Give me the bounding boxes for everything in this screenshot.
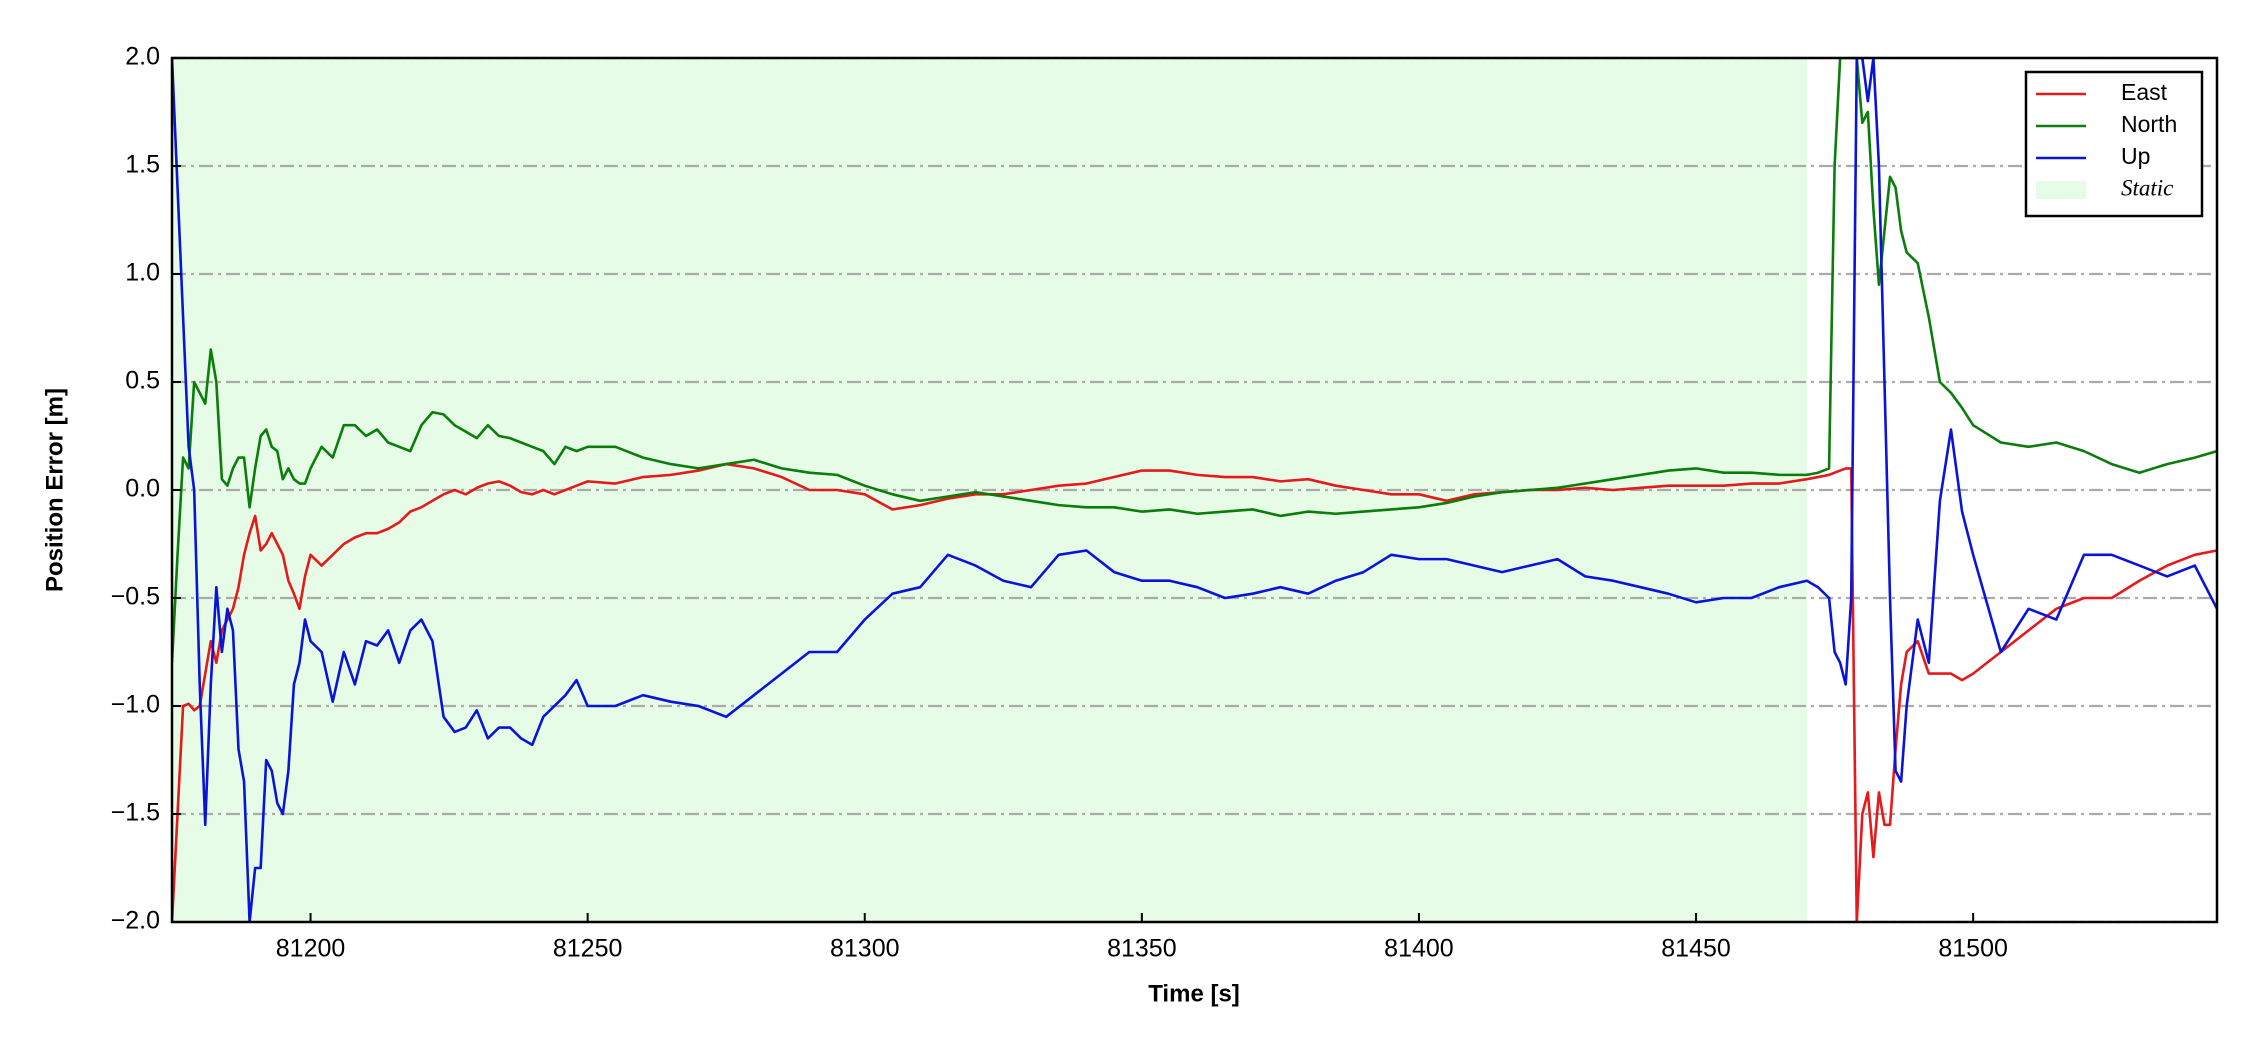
x-tick-label: 81500	[1938, 935, 2008, 963]
x-axis-label: Time [s]	[1148, 980, 1240, 1007]
y-tick-label: −1.5	[111, 799, 160, 827]
y-tick-label: −2.0	[111, 907, 160, 935]
x-tick-label: 81400	[1384, 935, 1454, 963]
legend-label: Static	[2121, 175, 2173, 200]
tick-layer: −2.0 −1.5 −1.0 −0.5 0.0 0.5 1.0 1.5 2.0 81200 8125…	[111, 43, 2008, 963]
y-tick-label: −0.5	[111, 583, 160, 611]
x-tick-label: 81300	[830, 935, 900, 963]
legend-label: Up	[2121, 143, 2150, 169]
series-line	[172, 462, 2217, 922]
y-tick-label: 1.5	[125, 151, 160, 179]
line-layer	[172, 58, 2217, 922]
y-tick-label: 0.0	[125, 475, 160, 503]
x-tick-label: 81350	[1107, 935, 1177, 963]
legend: East North Up Static	[2024, 70, 2204, 218]
y-tick-label: 2.0	[125, 43, 160, 71]
legend-label: North	[2121, 111, 2177, 137]
series-line	[172, 58, 2217, 663]
x-tick-label: 81200	[276, 935, 346, 963]
y-tick-label: 1.0	[125, 259, 160, 287]
x-tick-label: 81450	[1661, 935, 1731, 963]
y-axis-label: Position Error [m]	[41, 388, 68, 592]
series-line	[172, 58, 2217, 922]
legend-label: East	[2121, 79, 2168, 105]
legend-swatch	[2036, 181, 2086, 199]
y-tick-label: −1.0	[111, 691, 160, 719]
x-tick-label: 81250	[553, 935, 623, 963]
y-tick-label: 0.5	[125, 367, 160, 395]
